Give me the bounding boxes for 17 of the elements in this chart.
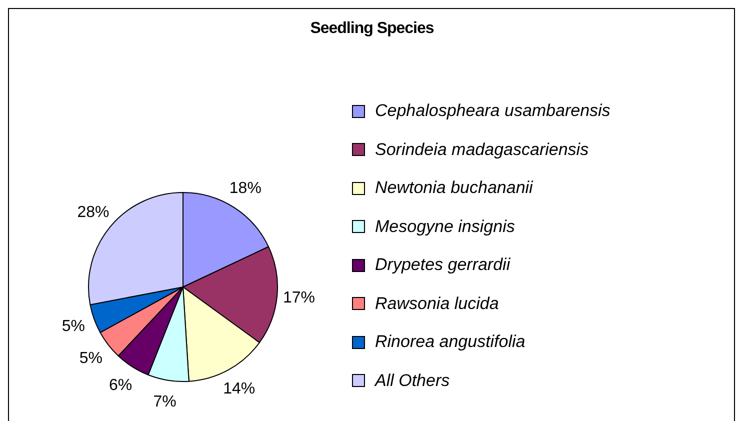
legend-label: Sorindeia madagascariensis xyxy=(375,140,589,160)
legend-label: All Others xyxy=(375,370,450,391)
data-label: 14% xyxy=(223,380,256,398)
legend-label: Newtonia buchananii xyxy=(375,178,533,198)
data-label: 18% xyxy=(229,180,262,198)
legend-label: Rinorea angustifolia xyxy=(375,332,526,352)
legend-label: Rawsonia lucida xyxy=(375,294,499,314)
data-label: 5% xyxy=(79,350,103,367)
legend-label: Cephalospheara usambarensis xyxy=(375,101,610,122)
data-label: 6% xyxy=(109,376,132,394)
data-label: 28% xyxy=(77,204,110,222)
data-label: 7% xyxy=(153,393,176,410)
data-label: 5% xyxy=(62,318,85,335)
legend-label: Drypetes gerrardii xyxy=(375,255,510,276)
data-label: 17% xyxy=(282,289,315,306)
legend-label: Mesogyne insignis xyxy=(375,216,515,237)
chart-title: Seedling Species xyxy=(309,20,435,38)
